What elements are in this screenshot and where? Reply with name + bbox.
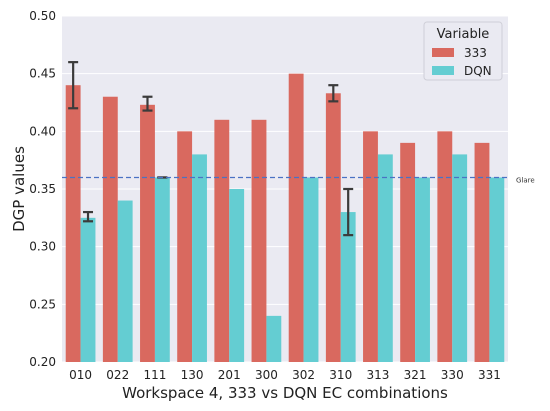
legend-label-dqn: DQN bbox=[464, 64, 492, 78]
bar-333-330 bbox=[437, 131, 453, 362]
x-tick-label: 300 bbox=[255, 368, 278, 382]
x-tick-label: 302 bbox=[292, 368, 315, 382]
x-tick-label: 111 bbox=[143, 368, 166, 382]
x-tick-label: 310 bbox=[329, 368, 352, 382]
bar-333-201 bbox=[214, 119, 230, 362]
bar-333-010 bbox=[65, 85, 81, 362]
bar-dqn-010 bbox=[80, 217, 96, 362]
bar-dqn-300 bbox=[266, 315, 282, 362]
bar-333-300 bbox=[251, 119, 267, 362]
bar-dqn-321 bbox=[415, 177, 430, 362]
bar-dqn-201 bbox=[229, 189, 245, 362]
x-tick-label: 201 bbox=[218, 368, 241, 382]
bar-dqn-111 bbox=[154, 177, 170, 362]
bar-333-313 bbox=[363, 131, 378, 362]
bar-dqn-310 bbox=[340, 212, 356, 362]
x-axis-ticks: 010 022 111 130 201 300 302 310 313 321 330 331 bbox=[69, 368, 501, 382]
y-axis-ticks: 0.20 0.25 0.30 0.35 0.40 0.45 0.50 bbox=[29, 9, 56, 369]
x-tick-label: 321 bbox=[404, 368, 427, 382]
legend-title: Variable bbox=[437, 27, 490, 42]
glare-label: Glare bbox=[516, 176, 535, 184]
x-tick-label: 330 bbox=[441, 368, 464, 382]
bar-dqn-331 bbox=[489, 177, 505, 362]
bar-333-302 bbox=[288, 73, 304, 363]
bar-333-130 bbox=[177, 131, 193, 362]
y-tick-label: 0.20 bbox=[29, 355, 56, 369]
y-tick-label: 0.35 bbox=[29, 182, 56, 196]
bar-333-022 bbox=[102, 96, 118, 362]
bar-dqn-313 bbox=[377, 154, 393, 362]
bar-333-310 bbox=[325, 93, 341, 363]
y-tick-label: 0.40 bbox=[29, 124, 56, 138]
legend-box bbox=[423, 21, 503, 81]
bar-333-111 bbox=[140, 104, 155, 362]
x-tick-label: 331 bbox=[478, 368, 501, 382]
bar-dqn-330 bbox=[452, 154, 468, 362]
bars bbox=[65, 73, 505, 363]
y-axis-label: DGP values bbox=[10, 146, 28, 232]
x-tick-label: 022 bbox=[106, 368, 129, 382]
y-tick-label: 0.30 bbox=[29, 240, 56, 254]
x-tick-label: 010 bbox=[69, 368, 92, 382]
y-tick-label: 0.45 bbox=[29, 67, 56, 81]
bar-dqn-130 bbox=[192, 154, 207, 362]
legend-label-333: 333 bbox=[464, 46, 487, 60]
y-tick-label: 0.25 bbox=[29, 297, 56, 311]
bar-dqn-022 bbox=[117, 200, 133, 362]
x-axis-label: Workspace 4, 333 vs DQN EC combinations bbox=[122, 384, 448, 402]
y-tick-label: 0.50 bbox=[29, 9, 56, 23]
x-tick-label: 130 bbox=[181, 368, 204, 382]
x-tick-label: 313 bbox=[366, 368, 389, 382]
bar-333-321 bbox=[400, 142, 416, 362]
legend: Variable 333 DQN bbox=[423, 21, 503, 81]
bar-333-331 bbox=[474, 142, 490, 362]
legend-swatch-333 bbox=[432, 48, 454, 57]
legend-swatch-dqn bbox=[432, 66, 454, 75]
legend-items: 333 DQN bbox=[432, 46, 492, 78]
bar-dqn-302 bbox=[303, 177, 319, 362]
